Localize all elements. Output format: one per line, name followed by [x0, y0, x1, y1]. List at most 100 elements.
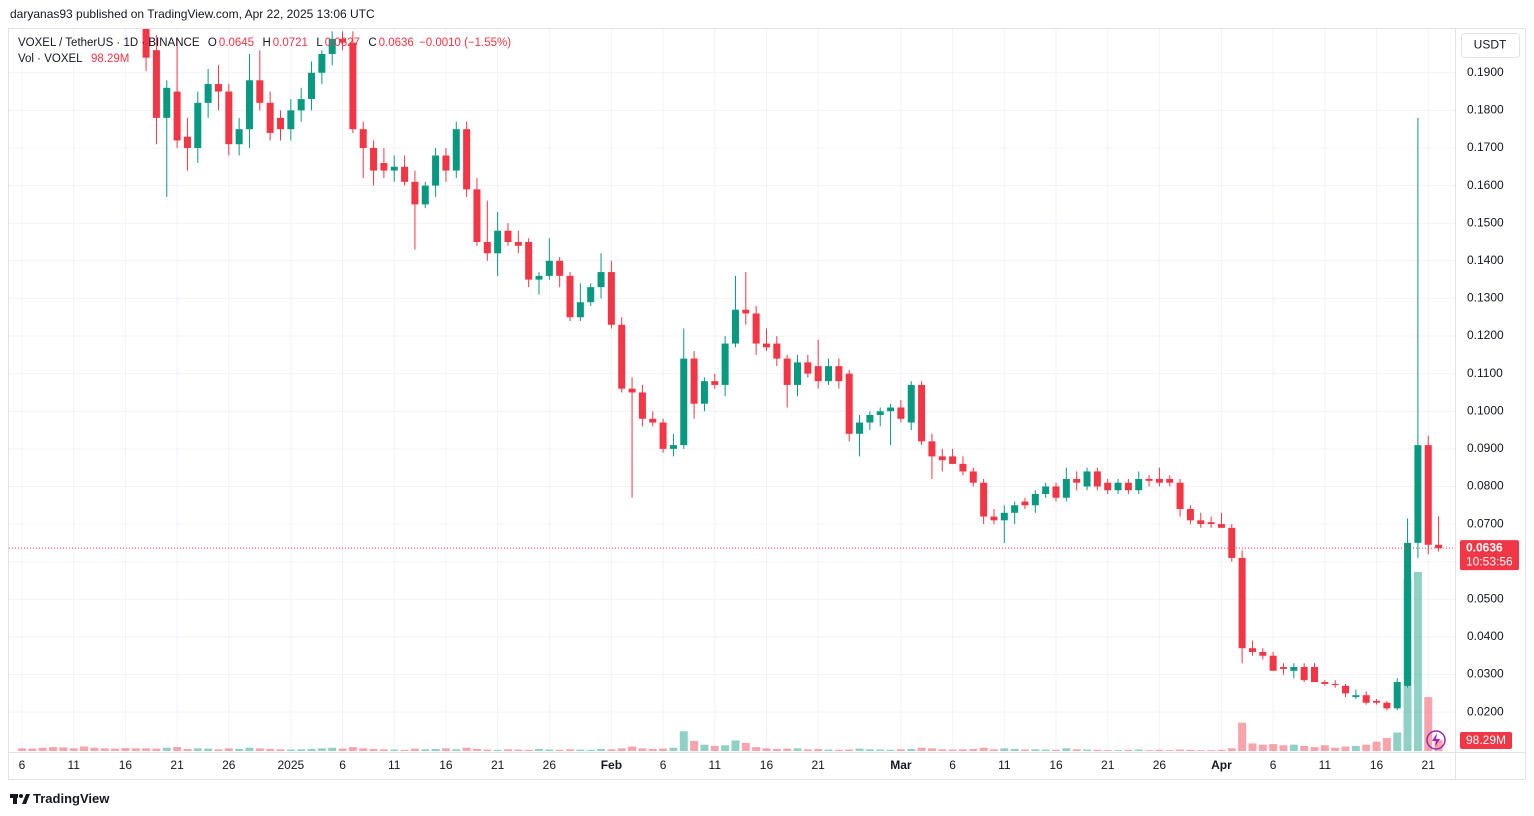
volume-bar	[390, 749, 399, 751]
volume-bar	[1186, 749, 1195, 751]
candle-body	[1021, 501, 1029, 506]
candle-body	[731, 309, 739, 344]
candle-body	[1269, 655, 1277, 671]
volume-bar	[845, 749, 854, 751]
candle-body	[928, 441, 936, 457]
candle-body	[804, 362, 812, 374]
volume-bar	[1196, 750, 1205, 751]
candle-body	[628, 388, 636, 393]
legend-open: 0.0645	[218, 37, 255, 49]
volume-bar	[597, 748, 606, 751]
y-tick-label: 0.0200	[1467, 704, 1504, 718]
volume-bar	[1310, 747, 1319, 751]
volume-bar	[286, 749, 295, 751]
volume-bar	[183, 748, 192, 751]
volume-bar	[421, 749, 430, 751]
candle-body	[1342, 685, 1350, 694]
brand: TradingView	[33, 791, 110, 806]
volume-bar	[1227, 748, 1236, 751]
volume-bar	[410, 748, 419, 751]
candle-body	[328, 38, 336, 54]
volume-bar	[607, 749, 616, 751]
volume-bar	[38, 747, 47, 751]
candle-body	[380, 163, 388, 171]
x-tick-label: 26	[222, 758, 236, 772]
candle-body	[1073, 478, 1081, 483]
candle-body	[1011, 505, 1019, 513]
candle-body	[597, 272, 605, 288]
volume-bar	[121, 748, 130, 751]
candle-body	[649, 418, 657, 423]
volume-bar	[431, 748, 440, 751]
volume-bar	[266, 748, 275, 751]
x-tick-label: 16	[1370, 758, 1384, 772]
candle-body	[390, 166, 398, 171]
volume-bar	[814, 748, 823, 751]
currency-button[interactable]	[1461, 33, 1520, 58]
x-tick-label: 11	[1319, 758, 1332, 772]
candle-body	[432, 155, 440, 186]
y-tick-label: 0.1500	[1467, 215, 1504, 229]
volume-bar	[1320, 745, 1329, 751]
volume-bar	[1207, 750, 1216, 751]
candle-body	[618, 324, 626, 389]
volume-bar	[524, 749, 533, 751]
volume-bar	[1176, 749, 1185, 751]
candle-body	[1000, 512, 1008, 521]
volume-bar	[1072, 749, 1081, 751]
candle-body	[721, 343, 729, 385]
x-tick-label: 6	[339, 758, 346, 772]
candle-body	[514, 242, 522, 246]
y-tick-label: 0.1600	[1467, 178, 1504, 192]
volume-value: 98.29M	[90, 53, 130, 65]
candle-body	[783, 358, 791, 385]
y-tick-label: 0.0800	[1467, 479, 1504, 493]
volume-bar	[1052, 749, 1060, 751]
volume-bar	[514, 749, 523, 751]
alert-icon[interactable]	[1426, 730, 1446, 750]
x-tick-label: 6	[949, 758, 956, 772]
volume-bar	[483, 749, 492, 751]
volume-bar	[896, 749, 905, 751]
y-tick-label: 0.1700	[1467, 140, 1504, 154]
candle-body	[1373, 700, 1381, 703]
x-tick-label: 6	[660, 758, 667, 772]
candle-body	[587, 287, 595, 303]
candle-body	[235, 129, 243, 145]
legend-low: 0.0627	[324, 37, 360, 49]
candle-body	[690, 358, 698, 404]
volume-bar	[948, 749, 957, 751]
symbol: VOXEL / TetherUS · 1D · BINANCE	[18, 37, 200, 49]
volume-bar	[276, 749, 285, 751]
y-tick-label: 0.1300	[1467, 291, 1504, 305]
candle-body	[1424, 445, 1432, 545]
candle-body	[483, 242, 491, 254]
volume-bar	[700, 744, 709, 751]
x-tick-label: 2025	[277, 758, 304, 772]
candle-body	[277, 117, 284, 130]
candle-body	[752, 313, 760, 344]
volume-bar	[452, 749, 461, 751]
volume-bar	[69, 748, 78, 751]
candle-body	[566, 275, 574, 318]
legend-high: 0.0721	[272, 37, 308, 49]
candle-body	[287, 110, 295, 130]
volume-bar	[1000, 748, 1009, 751]
volume-bar	[969, 748, 978, 751]
volume-bar	[142, 748, 151, 751]
candle-body	[990, 516, 998, 521]
candle-body	[607, 272, 615, 325]
volume-bar	[379, 749, 388, 751]
volume-bar	[659, 748, 668, 751]
last-price-label: 0.0636	[1466, 540, 1503, 554]
x-tick-label: 21	[491, 758, 505, 772]
candle-pane	[9, 29, 1455, 711]
volume-bar	[1165, 750, 1174, 751]
volume-bar	[690, 741, 699, 751]
y-tick-label: 0.0400	[1467, 629, 1504, 643]
volume-bar	[348, 747, 357, 751]
volume-bar	[1393, 732, 1402, 751]
candle-body	[163, 87, 171, 118]
volume-bar	[317, 748, 326, 751]
volume-bar	[865, 749, 874, 751]
